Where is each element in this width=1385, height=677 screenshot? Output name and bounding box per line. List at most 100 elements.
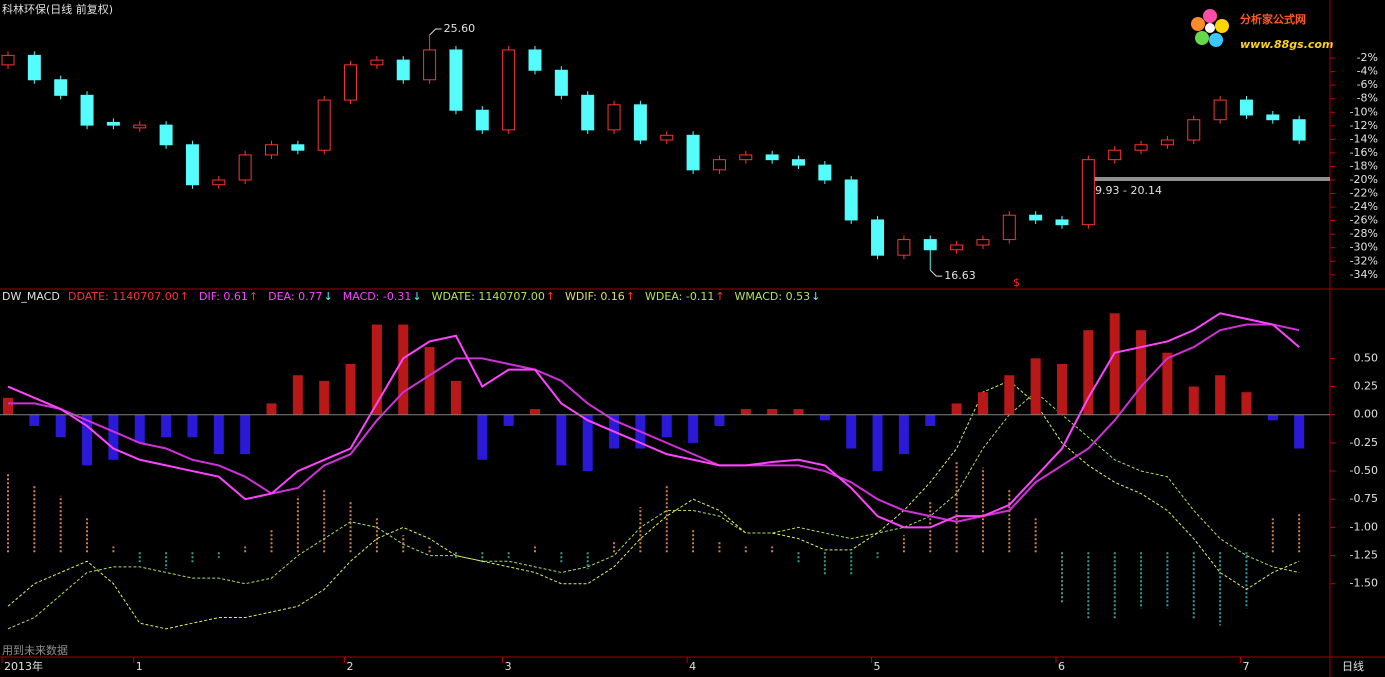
annotation-pointer [429, 28, 442, 36]
indicator-name: DW_MACD [2, 290, 60, 303]
candle-body [1134, 144, 1148, 151]
candle-body [159, 124, 173, 146]
y-tick-label: -18% [1350, 159, 1378, 172]
macd-bar [398, 324, 409, 415]
y-tick-label: 0.50 [1354, 351, 1379, 364]
candle-body [475, 109, 489, 131]
macd-bar [29, 414, 40, 426]
macd-bar [477, 414, 488, 460]
candle-body [1081, 159, 1095, 226]
macd-bar [1083, 330, 1094, 415]
macd-bar [951, 403, 962, 415]
candle-body [923, 239, 937, 251]
candle-body [396, 59, 410, 81]
y-tick-label: -8% [1357, 92, 1378, 105]
macd-bar [688, 414, 699, 443]
y-tick-label: 0.00 [1354, 408, 1379, 421]
macd-bar [846, 414, 857, 449]
y-tick-label: -4% [1357, 65, 1378, 78]
candle-body [1029, 214, 1043, 221]
macd-bar [556, 414, 567, 466]
chart-title: 科林环保(日线 前复权) [2, 2, 113, 16]
macd-bar [582, 414, 593, 472]
y-tick-label: -0.75 [1350, 492, 1378, 505]
readout: MACD: -0.31 [343, 290, 412, 303]
x-tick-label: 5 [874, 660, 881, 673]
candle-body [581, 94, 595, 131]
candle-body [27, 54, 41, 81]
logo: 分析家公式网 www.88gs.com [1191, 9, 1333, 51]
readout: DEA: 0.77 [268, 290, 322, 303]
y-tick-label: -1.00 [1350, 520, 1378, 533]
x-tick-label: 4 [689, 660, 696, 673]
macd-bar [898, 414, 909, 455]
macd-bar [450, 380, 461, 415]
macd-bar [3, 397, 13, 415]
readout-arrow: ↑ [180, 290, 189, 303]
candle-body [423, 49, 437, 81]
readout-arrow: ↑ [626, 290, 635, 303]
candle-body [238, 154, 252, 181]
candle-body [54, 79, 68, 96]
candle-body [686, 134, 700, 171]
candle-body [1002, 214, 1016, 241]
macd-bar [134, 414, 145, 443]
logo-name: 分析家公式网 [1240, 12, 1306, 26]
macd-bar [661, 414, 672, 438]
readout: DIF: 0.61 [199, 290, 248, 303]
period-label: 日线 [1342, 659, 1364, 673]
weekly-line [7, 391, 1300, 630]
y-tick-label: -24% [1350, 200, 1378, 213]
macd-bar [925, 414, 936, 426]
candle-body [1, 54, 15, 66]
readout-arrow: ↓ [412, 290, 421, 303]
candle-body [528, 49, 542, 71]
candle-body [106, 121, 120, 126]
readout: DDATE: 1140707.00 [68, 290, 179, 303]
logo-url: www.88gs.com [1240, 38, 1333, 51]
y-tick-label: -32% [1350, 254, 1378, 267]
readout-arrow: ↑ [249, 290, 258, 303]
macd-bar [819, 414, 830, 421]
logo-petal [1209, 33, 1223, 47]
logo-petal [1191, 17, 1205, 31]
macd-bar [793, 409, 804, 415]
candle-body [1187, 119, 1201, 141]
readout: WDEA: -0.11 [645, 290, 714, 303]
x-tick-label: 1 [136, 660, 143, 673]
macd-bar [872, 414, 883, 472]
macd-bar [292, 375, 303, 415]
macd-bar [1004, 375, 1015, 415]
annotation-low: 16.63 [944, 269, 976, 282]
macd-bar [161, 414, 172, 438]
y-tick-label: -34% [1350, 268, 1378, 281]
macd-bar [1030, 358, 1041, 415]
macd-bar [977, 392, 988, 415]
candle-body [897, 239, 911, 256]
x-tick-label: 2013年 [4, 659, 43, 673]
candle-body [449, 49, 463, 111]
macd-bar [266, 403, 277, 415]
candle-body [502, 49, 516, 131]
readout-arrow: ↑ [546, 290, 555, 303]
x-tick-label: 2 [347, 660, 354, 673]
macd-bar [240, 414, 251, 455]
candle-body [554, 69, 568, 96]
candle-body [317, 99, 331, 151]
macd-bar [503, 414, 514, 426]
macd-bar [1215, 375, 1226, 415]
macd-bar [55, 414, 66, 438]
candle-body [765, 154, 779, 161]
y-tick-label: -2% [1357, 51, 1378, 64]
macd-bar [108, 414, 119, 460]
candle-body [792, 159, 805, 166]
candle-body [185, 144, 199, 186]
candle-body [133, 124, 147, 129]
macd-bar [740, 409, 751, 415]
candle-body [871, 219, 885, 256]
candle-body [1266, 114, 1280, 121]
macd-line [8, 323, 1300, 523]
macd-bar [767, 409, 778, 415]
candle-body [265, 144, 278, 156]
